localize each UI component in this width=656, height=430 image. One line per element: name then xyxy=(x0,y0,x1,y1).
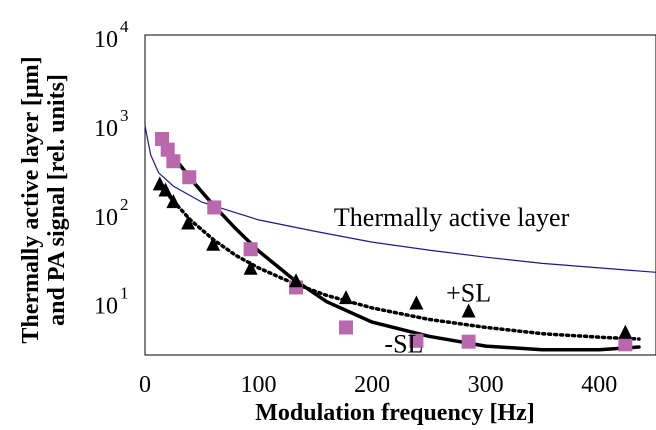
marker-triangle xyxy=(243,260,258,275)
y-tick-exponent: 1 xyxy=(120,284,129,303)
plot-frame xyxy=(144,34,656,356)
curve-dotted xyxy=(156,180,641,341)
y-tick-label: 10 xyxy=(94,294,118,320)
annotation-label: +SL xyxy=(446,279,491,308)
marker-square xyxy=(618,337,633,352)
y-tick-exponent: 4 xyxy=(120,17,129,36)
marker-triangle xyxy=(409,295,424,310)
x-tick-label: 300 xyxy=(468,372,504,398)
markers xyxy=(152,132,633,352)
y-tick-label: 10 xyxy=(94,27,118,53)
y-tick-label: 10 xyxy=(94,205,118,231)
marker-triangle xyxy=(289,273,304,288)
marker-square xyxy=(409,333,424,348)
curve-thin xyxy=(144,125,656,273)
marker-triangle xyxy=(461,303,476,318)
x-tick-label: 400 xyxy=(581,372,617,398)
x-tick-label: 200 xyxy=(354,372,390,398)
marker-triangle xyxy=(206,236,221,251)
x-tick-label: 0 xyxy=(139,372,151,398)
annotation-label: Thermally active layer xyxy=(334,203,570,232)
marker-square xyxy=(155,132,170,146)
curves xyxy=(144,125,656,352)
marker-square xyxy=(182,170,197,185)
marker-square xyxy=(338,320,353,335)
x-axis-title: Modulation frequency [Hz] xyxy=(255,400,535,426)
marker-square xyxy=(160,142,175,157)
marker-triangle xyxy=(338,290,353,305)
curve-solid xyxy=(156,133,641,352)
y-axis-title-line1: Thermally active layer [µm] xyxy=(18,56,44,343)
annotation-label: -SL xyxy=(384,329,423,358)
marker-triangle xyxy=(618,324,633,339)
y-tick-label: 10 xyxy=(94,116,118,142)
marker-triangle xyxy=(158,182,173,197)
x-tick-label: 100 xyxy=(241,372,277,398)
marker-triangle xyxy=(152,176,167,191)
marker-square xyxy=(166,154,181,169)
y-tick-exponent: 3 xyxy=(120,106,129,125)
plot-area xyxy=(144,34,656,356)
marker-square xyxy=(207,200,222,215)
y-axis-title-line2: and PA signal [rel. units] xyxy=(44,74,70,326)
annotations: Thermally active layer +SL -SL xyxy=(334,203,570,358)
marker-triangle xyxy=(166,194,181,209)
x-ticks: 0 100 200 300 400 xyxy=(139,372,617,398)
y-tick-exponent: 2 xyxy=(120,195,129,214)
marker-square xyxy=(461,334,476,349)
marker-square xyxy=(243,242,258,257)
marker-triangle xyxy=(181,215,196,230)
